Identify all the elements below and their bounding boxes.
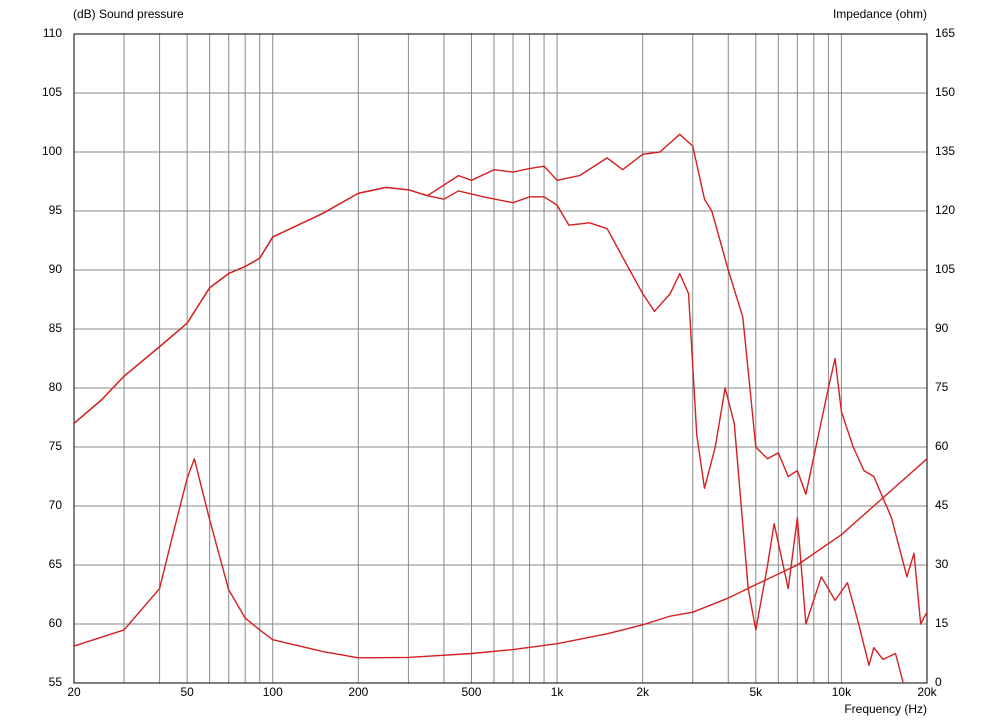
x-axis-title: Frequency (Hz) — [844, 702, 927, 716]
y2-tick-label: 30 — [935, 557, 949, 571]
y-tick-label: 75 — [49, 439, 63, 453]
y-tick-label: 70 — [49, 498, 63, 512]
y2-tick-label: 120 — [935, 203, 955, 217]
x-tick-label: 100 — [263, 685, 283, 699]
x-tick-label: 10k — [832, 685, 852, 699]
y2-tick-label: 0 — [935, 675, 942, 689]
x-tick-label: 2k — [636, 685, 650, 699]
x-tick-label: 200 — [348, 685, 368, 699]
x-tick-label: 1k — [551, 685, 565, 699]
y2-tick-label: 165 — [935, 26, 955, 40]
x-tick-label: 20k — [917, 685, 937, 699]
x-tick-label: 500 — [461, 685, 481, 699]
y-tick-label: 95 — [49, 203, 63, 217]
y2-tick-label: 105 — [935, 262, 955, 276]
y-tick-label: 100 — [42, 144, 62, 158]
y2-tick-label: 150 — [935, 85, 955, 99]
series-line — [73, 133, 928, 625]
series-line — [73, 458, 928, 659]
series-line — [73, 186, 904, 684]
y2-tick-label: 90 — [935, 321, 949, 335]
y-tick-label: 110 — [43, 26, 62, 40]
y-tick-label: 105 — [42, 85, 62, 99]
y-tick-label: 60 — [49, 616, 63, 630]
plot-border — [73, 33, 928, 684]
y2-tick-label: 15 — [935, 616, 949, 630]
y2-axis-title: Impedance (ohm) — [833, 7, 927, 21]
x-tick-label: 50 — [180, 685, 194, 699]
y2-tick-label: 135 — [935, 144, 955, 158]
y-tick-label: 85 — [49, 321, 63, 335]
y-tick-label: 55 — [49, 675, 63, 689]
x-tick-label: 5k — [749, 685, 763, 699]
y2-tick-label: 75 — [935, 380, 949, 394]
y2-tick-label: 45 — [935, 498, 949, 512]
x-tick-label: 20 — [67, 685, 81, 699]
y-tick-label: 90 — [49, 262, 63, 276]
y2-tick-label: 60 — [935, 439, 949, 453]
y-tick-label: 80 — [49, 380, 63, 394]
y-axis-title: (dB) Sound pressure — [73, 7, 184, 21]
y-tick-label: 65 — [49, 557, 63, 571]
